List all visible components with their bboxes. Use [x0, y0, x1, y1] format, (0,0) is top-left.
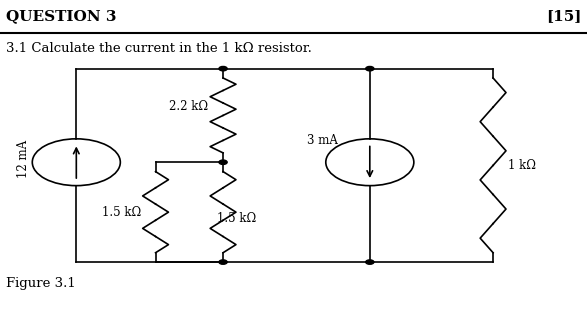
Circle shape — [219, 160, 227, 164]
Text: QUESTION 3: QUESTION 3 — [6, 9, 116, 23]
Text: [15]: [15] — [546, 9, 581, 23]
Text: 12 mA: 12 mA — [17, 140, 30, 178]
Circle shape — [366, 66, 374, 71]
Text: 1 kΩ: 1 kΩ — [508, 159, 536, 172]
Circle shape — [219, 260, 227, 264]
Circle shape — [219, 66, 227, 71]
Text: 3 mA: 3 mA — [308, 134, 338, 147]
Text: 1.5 kΩ: 1.5 kΩ — [102, 206, 141, 219]
Text: 1.5 kΩ: 1.5 kΩ — [217, 212, 257, 225]
Text: 2.2 kΩ: 2.2 kΩ — [169, 100, 208, 113]
Text: Figure 3.1: Figure 3.1 — [6, 277, 76, 290]
Text: 3.1 Calculate the current in the 1 kΩ resistor.: 3.1 Calculate the current in the 1 kΩ re… — [6, 42, 312, 55]
Circle shape — [366, 260, 374, 264]
